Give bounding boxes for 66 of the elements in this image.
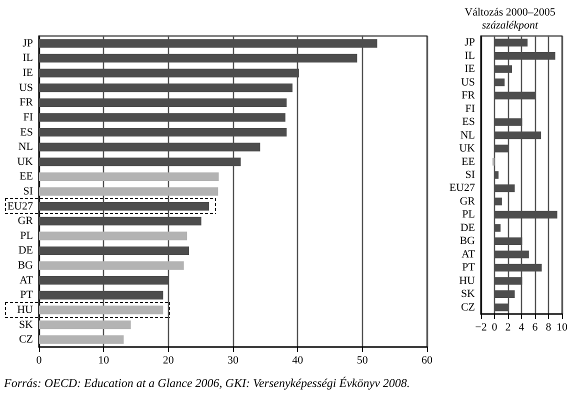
x-tick-label: 4 bbox=[518, 322, 525, 334]
bar bbox=[39, 187, 218, 196]
x-tick-label: 30 bbox=[228, 354, 239, 366]
y-tick-label: UK bbox=[17, 156, 34, 168]
y-tick-label: NL bbox=[18, 141, 34, 154]
bar bbox=[39, 320, 131, 330]
x-tick-label: 2 bbox=[505, 322, 511, 334]
y-tick-label: FI bbox=[465, 102, 476, 115]
y-tick-label: PL bbox=[462, 208, 476, 221]
y-tick-label: PT bbox=[20, 289, 34, 302]
bar bbox=[39, 232, 188, 240]
x-tick-label: 0 bbox=[36, 354, 42, 366]
x-tick-label: 10 bbox=[98, 354, 110, 366]
y-tick-label: US bbox=[460, 76, 475, 88]
x-tick-label: 0 bbox=[492, 322, 498, 334]
y-tick-label: SK bbox=[460, 288, 476, 300]
bar bbox=[39, 261, 184, 270]
y-tick-label: HU bbox=[17, 304, 34, 316]
y-tick-label: EU27 bbox=[7, 200, 34, 212]
chart-subtitle: százalékpont bbox=[482, 20, 540, 32]
x-tick-label: 6 bbox=[532, 322, 538, 334]
text: Forrás: OECD: Education at a Glance 2006, GKI: Versenyképességi Évkönyv 2008. bbox=[3, 376, 410, 390]
y-tick-label: SI bbox=[465, 169, 476, 181]
y-tick-label: IE bbox=[22, 67, 34, 80]
y-tick-label: SK bbox=[18, 318, 34, 331]
y-tick-label: DE bbox=[18, 244, 34, 257]
y-tick-label: EU27 bbox=[449, 182, 476, 194]
bar bbox=[39, 172, 219, 181]
y-tick-label: PT bbox=[462, 262, 476, 274]
y-tick-label: ES bbox=[462, 116, 475, 128]
y-tick-label: NL bbox=[460, 129, 476, 142]
y-tick-label: UK bbox=[459, 142, 476, 155]
y-tick-label: IL bbox=[22, 52, 34, 64]
y-tick-label: EE bbox=[20, 170, 34, 183]
y-tick-label: US bbox=[18, 82, 33, 94]
y-tick-label: GR bbox=[460, 195, 476, 208]
bar bbox=[39, 306, 164, 314]
x-tick-label: 20 bbox=[162, 354, 174, 366]
y-tick-label: JP bbox=[464, 36, 475, 49]
y-tick-label: AT bbox=[462, 248, 476, 260]
y-tick-label: FR bbox=[462, 90, 476, 102]
y-tick-label: GR bbox=[18, 215, 34, 228]
x-tick-label: 50 bbox=[356, 354, 368, 366]
y-tick-label: EE bbox=[462, 156, 476, 168]
y-tick-label: IL bbox=[464, 50, 476, 62]
y-tick-label: BG bbox=[460, 235, 476, 248]
x-tick-label: 60 bbox=[422, 354, 433, 366]
y-tick-label: JP bbox=[22, 37, 33, 50]
y-tick-label: FI bbox=[23, 111, 34, 124]
x-tick-label: 8 bbox=[546, 322, 552, 334]
x-tick-label: −2 bbox=[475, 322, 487, 334]
x-tick-label: 40 bbox=[292, 354, 304, 366]
y-tick-label: IE bbox=[464, 63, 476, 76]
y-tick-label: PL bbox=[20, 230, 34, 242]
y-tick-label: FR bbox=[20, 96, 34, 109]
y-tick-label: AT bbox=[20, 274, 34, 286]
y-tick-label: BG bbox=[18, 260, 34, 272]
y-tick-label: CZ bbox=[18, 334, 34, 346]
x-tick-label: 10 bbox=[556, 322, 568, 334]
y-tick-label: ES bbox=[20, 126, 33, 138]
chart-title: Változás 2000–2005 bbox=[464, 6, 556, 18]
y-tick-label: SI bbox=[23, 186, 34, 198]
bar bbox=[39, 335, 124, 344]
y-tick-label: CZ bbox=[460, 301, 476, 314]
y-tick-label: HU bbox=[459, 274, 476, 287]
y-tick-label: DE bbox=[460, 222, 476, 234]
